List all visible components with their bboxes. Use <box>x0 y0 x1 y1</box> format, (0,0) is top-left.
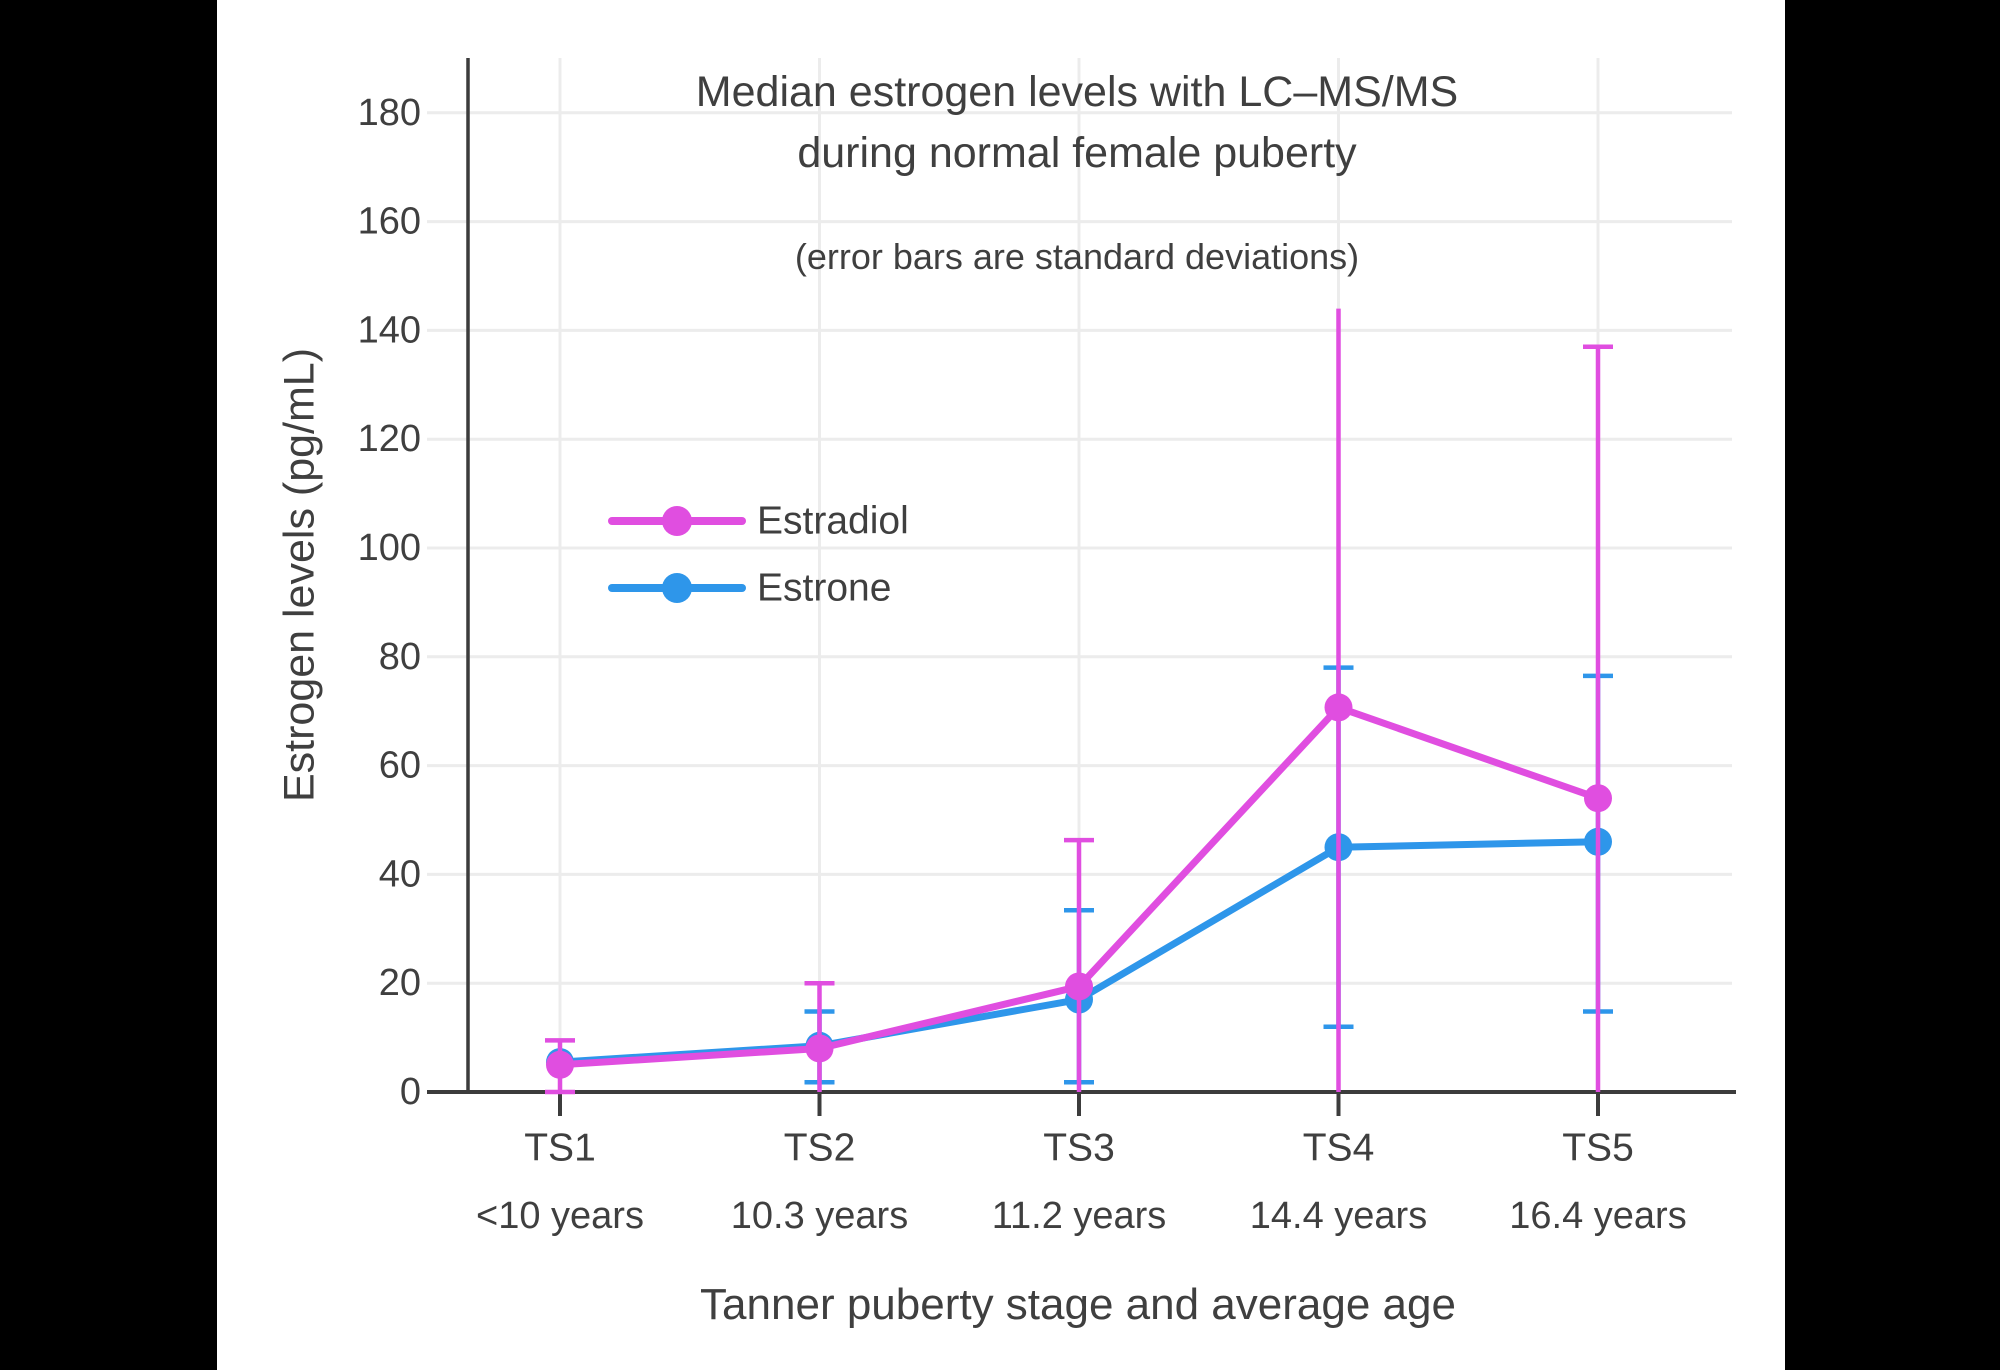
legend-swatch-dot-estradiol <box>662 506 692 536</box>
estradiol-marker-TS3 <box>1065 972 1093 1001</box>
chart-title-line1: Median estrogen levels with LC–MS/MS <box>695 68 1459 116</box>
x-axis-title: Tanner puberty stage and average age <box>700 1280 1456 1329</box>
estradiol-marker-TS2 <box>805 1034 834 1063</box>
chart-title-line2: during normal female puberty <box>797 129 1357 178</box>
figure-panel <box>217 0 1785 1370</box>
x-stage-label-TS2: TS2 <box>784 1126 856 1169</box>
y-tick-label-140: 140 <box>358 309 421 351</box>
x-age-label-TS4: 14.4 years <box>1250 1195 1427 1237</box>
x-age-label-TS3: 11.2 years <box>992 1195 1167 1237</box>
y-tick-label-60: 60 <box>379 745 421 787</box>
legend-label-estradiol: Estradiol <box>757 499 909 542</box>
y-tick-label-120: 120 <box>358 418 421 460</box>
x-stage-label-TS1: TS1 <box>524 1126 596 1169</box>
estradiol-marker-TS1 <box>546 1050 574 1079</box>
y-tick-label-180: 180 <box>358 92 421 134</box>
estradiol-marker-TS4 <box>1324 693 1353 722</box>
chart-title: Median estrogen levels with LC–MS/MS dur… <box>696 62 1458 184</box>
legend-label-estrone: Estrone <box>757 566 891 609</box>
y-tick-label-20: 20 <box>379 962 421 1004</box>
y-tick-label-160: 160 <box>358 201 421 243</box>
x-age-label-TS5: 16.4 years <box>1509 1195 1686 1237</box>
y-tick-label-0: 0 <box>400 1071 421 1113</box>
y-axis-title: Estrogen levels (pg/mL) <box>275 347 324 803</box>
estradiol-marker-TS5 <box>1584 784 1612 813</box>
y-tick-label-80: 80 <box>379 636 421 678</box>
y-tick-label-100: 100 <box>358 527 421 569</box>
y-tick-label-40: 40 <box>379 853 421 895</box>
chart-subtitle: (error bars are standard deviations) <box>794 236 1360 277</box>
x-age-label-TS2: 10.3 years <box>731 1195 908 1237</box>
x-stage-label-TS3: TS3 <box>1043 1126 1115 1169</box>
legend-swatch-dot-estrone <box>662 573 692 603</box>
x-stage-label-TS5: TS5 <box>1562 1126 1634 1169</box>
x-age-label-TS1: <10 years <box>476 1195 644 1237</box>
x-stage-label-TS4: TS4 <box>1303 1126 1375 1169</box>
